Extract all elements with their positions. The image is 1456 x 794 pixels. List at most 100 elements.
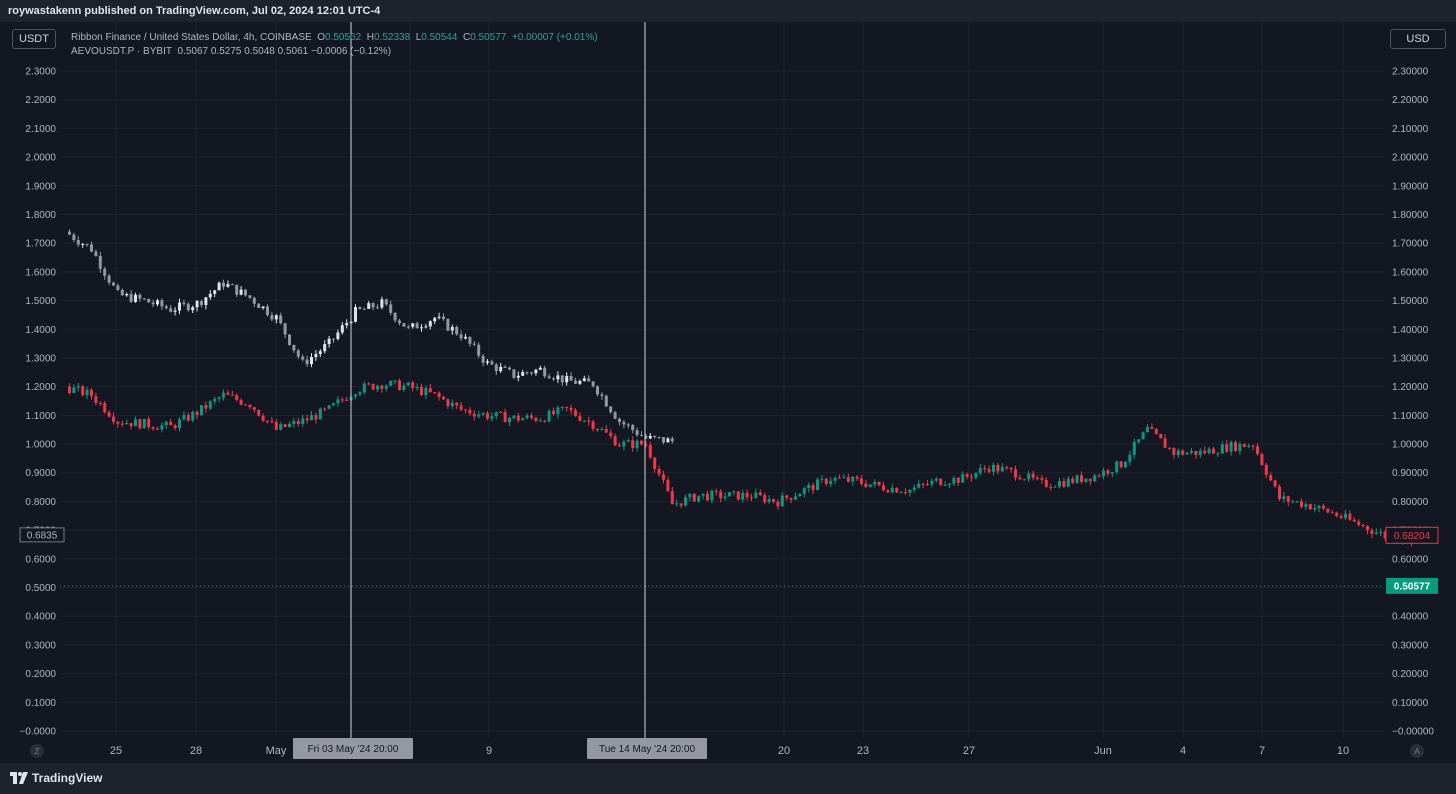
aevo-candle <box>90 244 93 252</box>
legend-change-value: +0.00007 (+0.01%) <box>511 32 598 43</box>
rbn-candle <box>732 491 736 493</box>
rbn-candle <box>494 411 498 417</box>
rbn-candle <box>807 484 811 489</box>
rbn-candle <box>94 396 98 403</box>
rbn-candle <box>1326 508 1330 513</box>
rbn-candle <box>76 386 80 388</box>
aevo-candle <box>547 376 551 379</box>
legend-open-value: 0.50562 <box>325 32 362 43</box>
right-axis-tick: 1.40000 <box>1392 325 1429 336</box>
rbn-candle <box>754 492 758 499</box>
right-axis-tick: 0.80000 <box>1392 497 1429 508</box>
rbn-candle <box>327 405 331 409</box>
legend-main-series[interactable]: Ribbon Finance / United States Dollar, 4… <box>71 32 598 43</box>
rbn-candle <box>200 405 203 415</box>
rbn-candle <box>983 468 987 470</box>
rbn-candle <box>750 497 753 499</box>
rbn-candle <box>112 416 115 422</box>
rbn-candle <box>362 383 366 393</box>
rbn-candle <box>530 415 533 418</box>
rbn-candle <box>1106 470 1110 474</box>
rbn-candle <box>1190 450 1193 453</box>
legend-compare-series[interactable]: AEVOUSDT.P · BYBIT 0.5067 0.5275 0.5048 … <box>71 46 391 57</box>
rbn-candle <box>292 421 296 425</box>
rbn-candle <box>547 410 551 422</box>
left-currency-button[interactable]: USDT <box>12 29 56 49</box>
rbn-candle <box>1093 475 1097 482</box>
rbn-candle <box>710 490 714 501</box>
rbn-candle <box>692 493 696 502</box>
rbn-candle <box>1234 442 1237 451</box>
right-axis-tick: 2.00000 <box>1392 153 1429 164</box>
aevo-candle <box>296 350 300 357</box>
aevo-candle <box>195 301 199 308</box>
rbn-candle <box>873 481 877 485</box>
rbn-candle <box>1075 475 1079 483</box>
rbn-candle <box>987 469 991 472</box>
rbn-candle <box>226 392 230 395</box>
rbn-candle <box>706 493 709 501</box>
rbn-candle <box>1154 428 1158 434</box>
chart-area[interactable]: 2.3000 2.30000 2.2000 2.20000 2.1000 2.10000 2… <box>0 22 1456 763</box>
legend-close-label: C <box>462 32 471 43</box>
rbn-candle <box>142 418 146 429</box>
auto-scale-icon[interactable]: A <box>1410 744 1424 758</box>
rbn-candle <box>1198 450 1202 456</box>
rbn-candle <box>1185 452 1189 455</box>
price-chart[interactable]: 2.3000 2.30000 2.2000 2.20000 2.1000 2.10000 2… <box>0 22 1456 763</box>
rbn-candle <box>345 399 349 401</box>
chart-background <box>0 22 1456 763</box>
rbn-candle <box>776 501 780 507</box>
rbn-candle <box>622 441 626 447</box>
aevo-candle <box>292 344 296 351</box>
rbn-candle <box>314 415 318 420</box>
aevo-candle <box>270 315 274 320</box>
right-axis-tick: 1.50000 <box>1392 296 1429 307</box>
rbn-candle <box>1273 480 1277 487</box>
aevo-candle <box>98 255 102 269</box>
rbn-candle <box>1141 432 1145 440</box>
rbn-candle <box>1251 445 1255 447</box>
rbn-candle <box>701 493 705 496</box>
rbn-candle <box>772 499 775 502</box>
left-last-value-box <box>19 527 65 543</box>
rbn-candle <box>310 415 313 421</box>
tradingview-logo[interactable]: TradingView <box>10 771 102 785</box>
rbn-candle <box>1132 442 1136 455</box>
aevo-candle <box>455 327 459 335</box>
rbn-candle <box>376 385 379 390</box>
rbn-candle <box>794 496 797 500</box>
rbn-candle <box>1194 450 1198 456</box>
rbn-candle <box>560 406 564 408</box>
aevo-candle <box>552 378 555 380</box>
rbn-candle <box>780 495 784 507</box>
rbn-candle <box>675 503 679 505</box>
x-axis-tick: Jun <box>1094 745 1112 757</box>
rbn-candle <box>1163 438 1167 448</box>
rbn-candle <box>684 497 687 506</box>
zoom-reset-icon[interactable]: Z <box>30 744 44 758</box>
rbn-candle <box>402 385 406 391</box>
rbn-candle <box>1229 442 1233 452</box>
aevo-candle <box>499 366 503 372</box>
rbn-candle <box>340 399 344 401</box>
rbn-candle <box>1212 448 1215 454</box>
aevo-candle <box>569 375 573 381</box>
rbn-candle <box>323 408 327 410</box>
aevo-candle <box>644 435 648 439</box>
rbn-candle <box>719 491 723 499</box>
rbn-candle <box>534 417 538 421</box>
right-currency-button[interactable]: USD <box>1390 29 1446 49</box>
rbn-candle <box>543 420 547 422</box>
rbn-candle <box>296 421 300 424</box>
aevo-candle <box>420 327 423 329</box>
rbn-candle <box>1031 473 1035 478</box>
aevo-candle <box>204 297 208 306</box>
rbn-candle <box>723 496 727 499</box>
rbn-candle <box>1308 504 1312 510</box>
rbn-candle <box>367 383 371 385</box>
rbn-candle <box>1137 439 1141 443</box>
aevo-candle <box>367 303 371 309</box>
rbn-candle <box>635 440 639 449</box>
rbn-candle <box>72 387 76 393</box>
